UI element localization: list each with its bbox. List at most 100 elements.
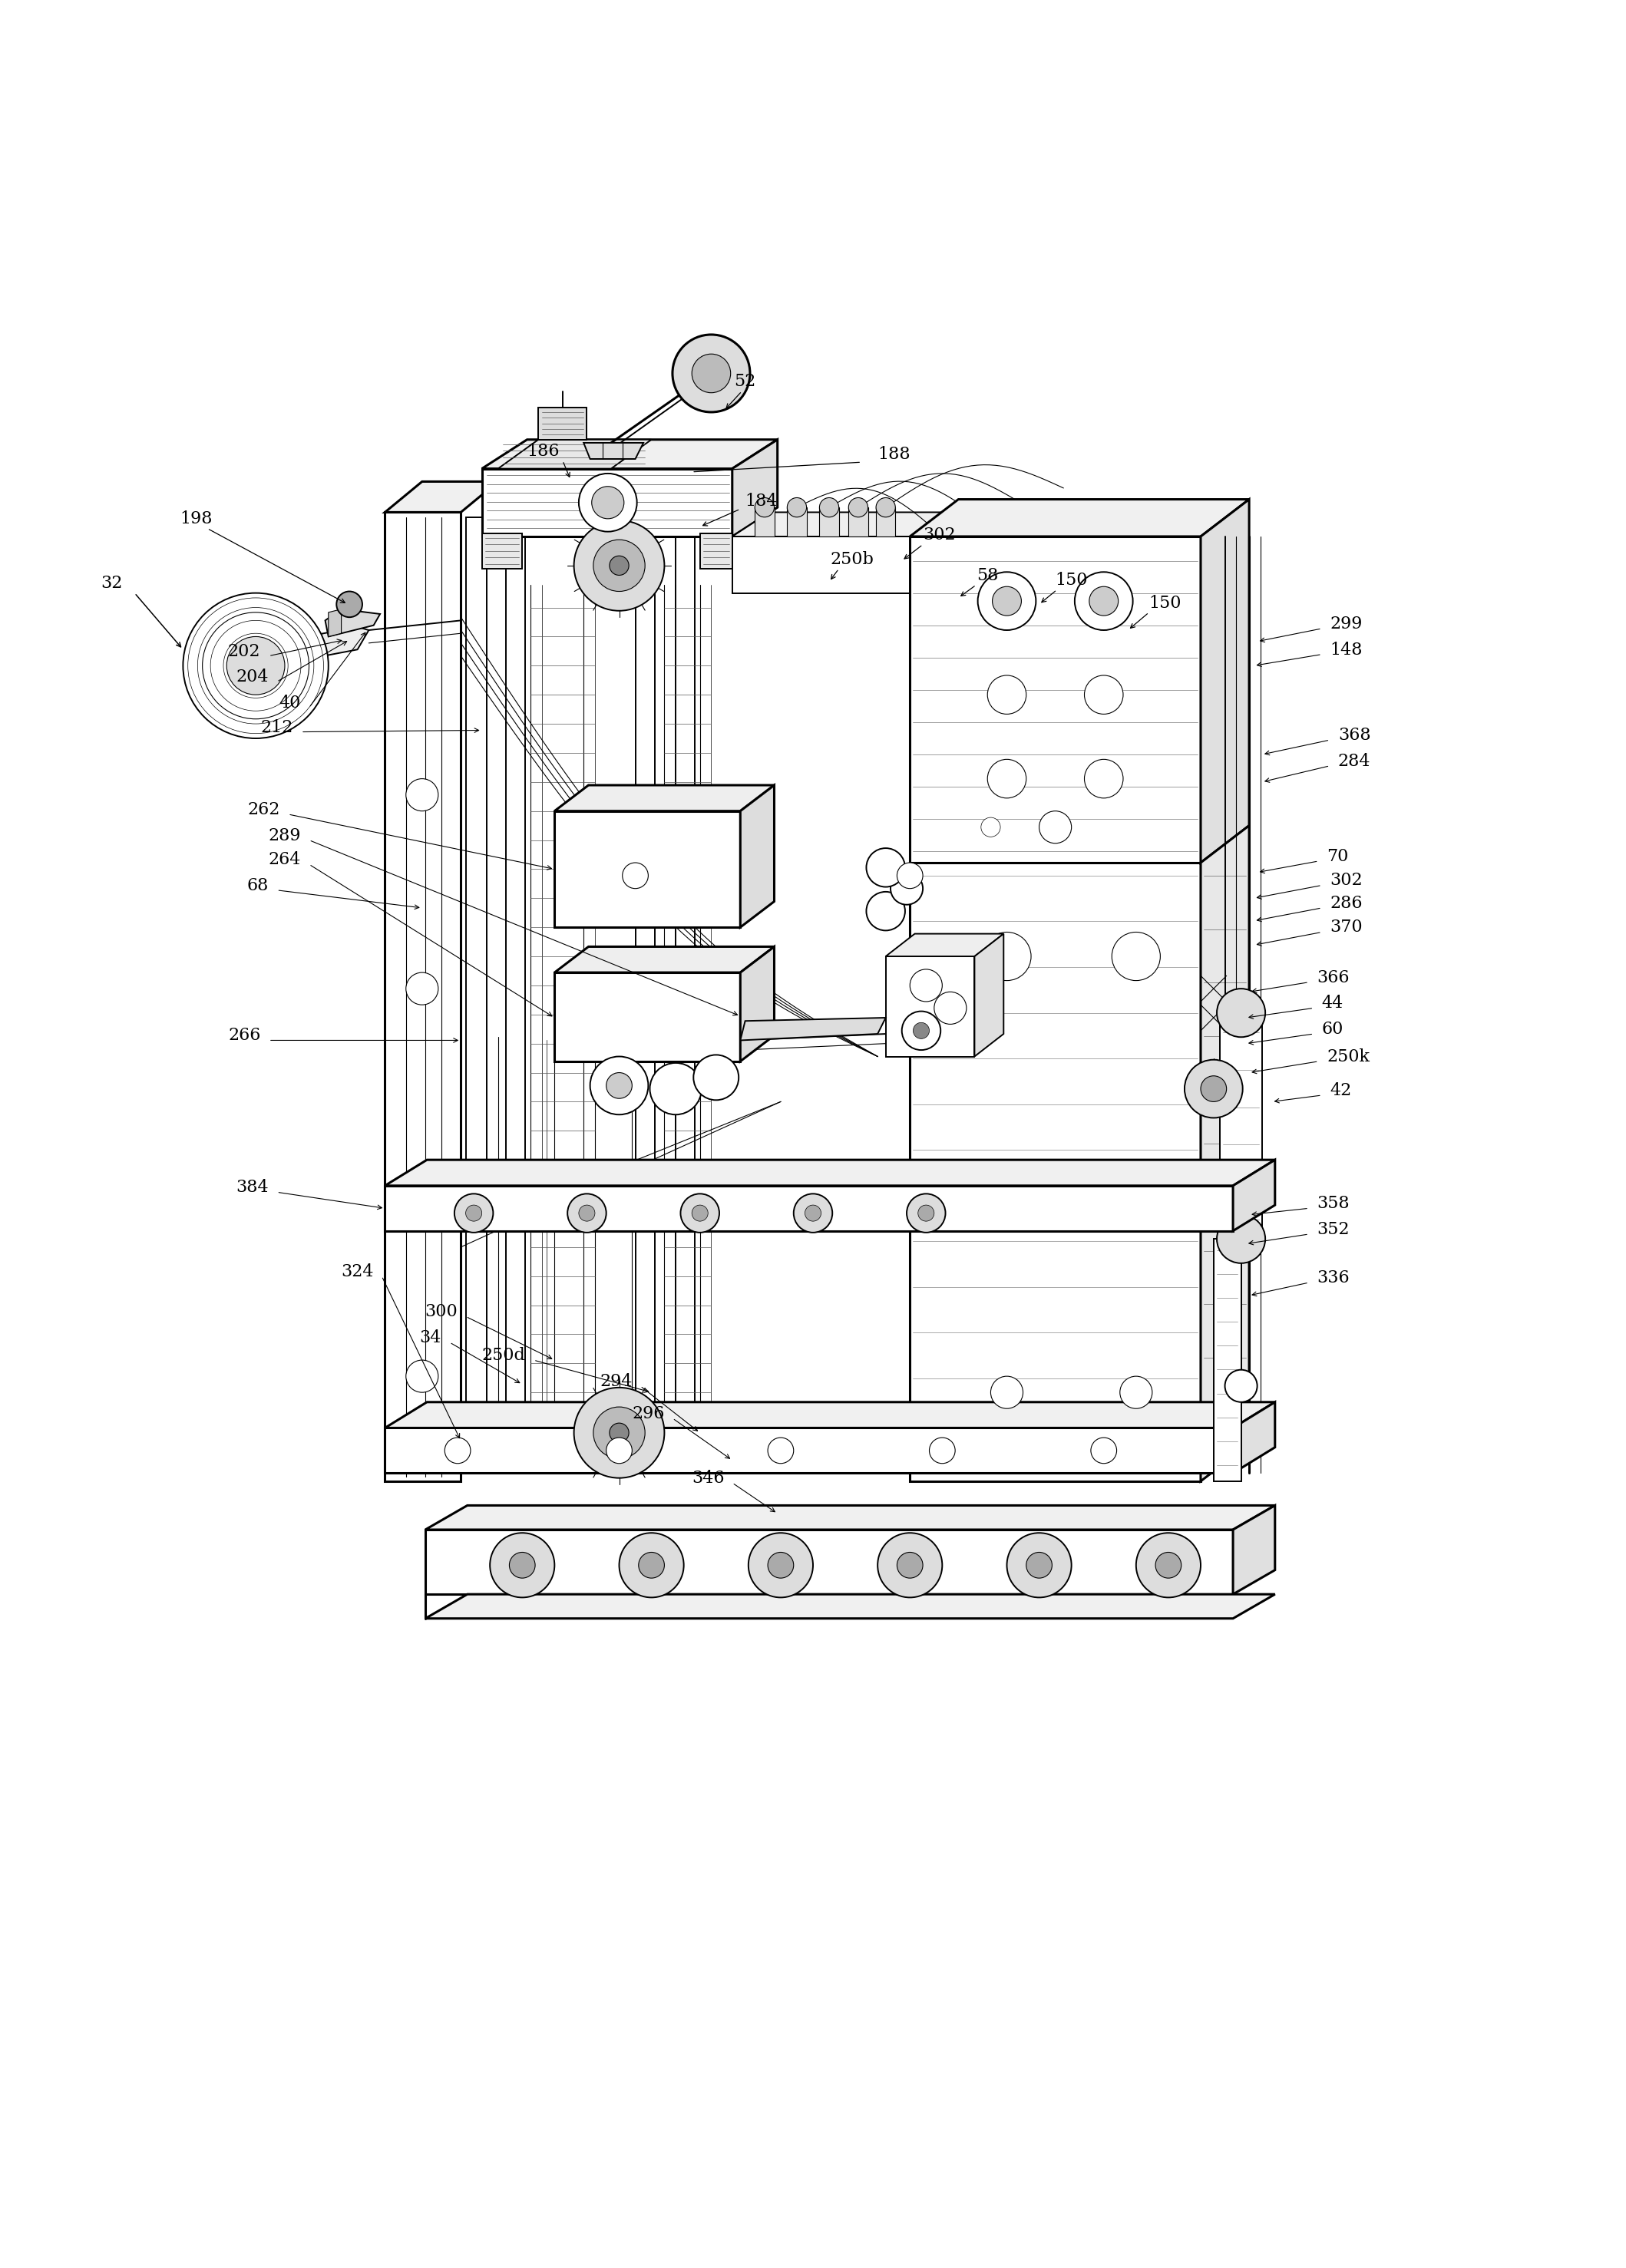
Circle shape [1006,1533,1072,1597]
Polygon shape [732,440,777,538]
Circle shape [406,973,439,1005]
Polygon shape [740,946,774,1061]
Polygon shape [554,973,740,1061]
Text: 294: 294 [600,1372,633,1390]
Polygon shape [255,626,369,669]
Polygon shape [385,481,498,513]
Text: 250d: 250d [481,1347,525,1363]
Circle shape [898,1551,924,1579]
Text: 58: 58 [977,567,998,583]
Circle shape [878,1533,941,1597]
Polygon shape [481,469,732,538]
Circle shape [606,1438,633,1463]
Text: 262: 262 [247,801,280,819]
Circle shape [406,1361,439,1393]
Polygon shape [911,862,1200,1481]
Polygon shape [676,517,694,1474]
Polygon shape [820,508,839,538]
Text: 44: 44 [1322,996,1343,1012]
Circle shape [1085,676,1124,714]
Circle shape [902,1012,940,1050]
Circle shape [606,1073,633,1098]
Circle shape [610,556,629,576]
Polygon shape [385,1159,1275,1186]
Circle shape [509,1551,535,1579]
Circle shape [977,572,1036,631]
Circle shape [567,1193,606,1232]
Circle shape [914,1023,930,1039]
Polygon shape [325,610,380,637]
Text: 184: 184 [745,492,777,510]
Text: 358: 358 [1317,1195,1350,1211]
Text: 300: 300 [424,1304,457,1320]
Text: 202: 202 [228,642,260,660]
Circle shape [987,760,1026,798]
Circle shape [610,1422,629,1442]
Polygon shape [385,513,460,1481]
Circle shape [691,1204,707,1220]
Polygon shape [1200,826,1249,1481]
Polygon shape [554,812,740,928]
Text: 346: 346 [691,1470,724,1486]
Circle shape [1112,932,1161,980]
Polygon shape [465,517,486,1474]
Circle shape [590,1057,649,1114]
Circle shape [650,1064,701,1114]
Circle shape [226,637,285,694]
Circle shape [930,1438,954,1463]
Circle shape [1120,1377,1153,1408]
Circle shape [1112,1175,1161,1222]
Circle shape [1184,1059,1242,1118]
Text: 264: 264 [268,850,301,869]
Polygon shape [481,533,522,569]
Circle shape [574,1388,665,1479]
Text: 204: 204 [236,669,268,685]
Text: 352: 352 [1317,1220,1350,1238]
Text: 148: 148 [1330,642,1363,658]
Circle shape [1085,760,1124,798]
Text: 284: 284 [1338,753,1371,769]
Polygon shape [1220,1021,1262,1232]
Text: 384: 384 [236,1179,268,1195]
Polygon shape [740,785,774,928]
Text: 266: 266 [228,1027,260,1043]
Polygon shape [1233,1159,1275,1232]
Circle shape [579,474,637,531]
Circle shape [639,1551,665,1579]
Text: 32: 32 [101,576,124,592]
Circle shape [935,991,966,1025]
Circle shape [691,354,730,392]
Polygon shape [385,1186,1233,1232]
Polygon shape [554,785,774,812]
Circle shape [982,932,1031,980]
Polygon shape [732,538,911,592]
Text: 370: 370 [1330,919,1363,937]
Text: 336: 336 [1317,1270,1350,1286]
Polygon shape [974,934,1003,1057]
Circle shape [1156,1551,1182,1579]
Circle shape [911,968,941,1002]
Circle shape [980,816,1000,837]
Polygon shape [911,538,1200,862]
Polygon shape [886,957,974,1057]
Polygon shape [636,517,655,1474]
Circle shape [1026,1551,1052,1579]
Polygon shape [740,1018,886,1041]
Circle shape [673,336,750,413]
Circle shape [787,497,806,517]
Polygon shape [554,946,774,973]
Text: 302: 302 [922,526,956,544]
Text: 250b: 250b [829,551,873,567]
Circle shape [465,1204,481,1220]
Polygon shape [426,1529,1233,1594]
Text: 42: 42 [1330,1082,1351,1100]
Polygon shape [886,934,1003,957]
Text: 186: 186 [527,442,559,460]
Circle shape [919,1204,935,1220]
Circle shape [1089,587,1119,615]
Text: 212: 212 [260,719,293,735]
Text: 302: 302 [1330,873,1363,889]
Text: 70: 70 [1327,848,1348,864]
Polygon shape [538,408,587,440]
Polygon shape [385,1429,1233,1474]
